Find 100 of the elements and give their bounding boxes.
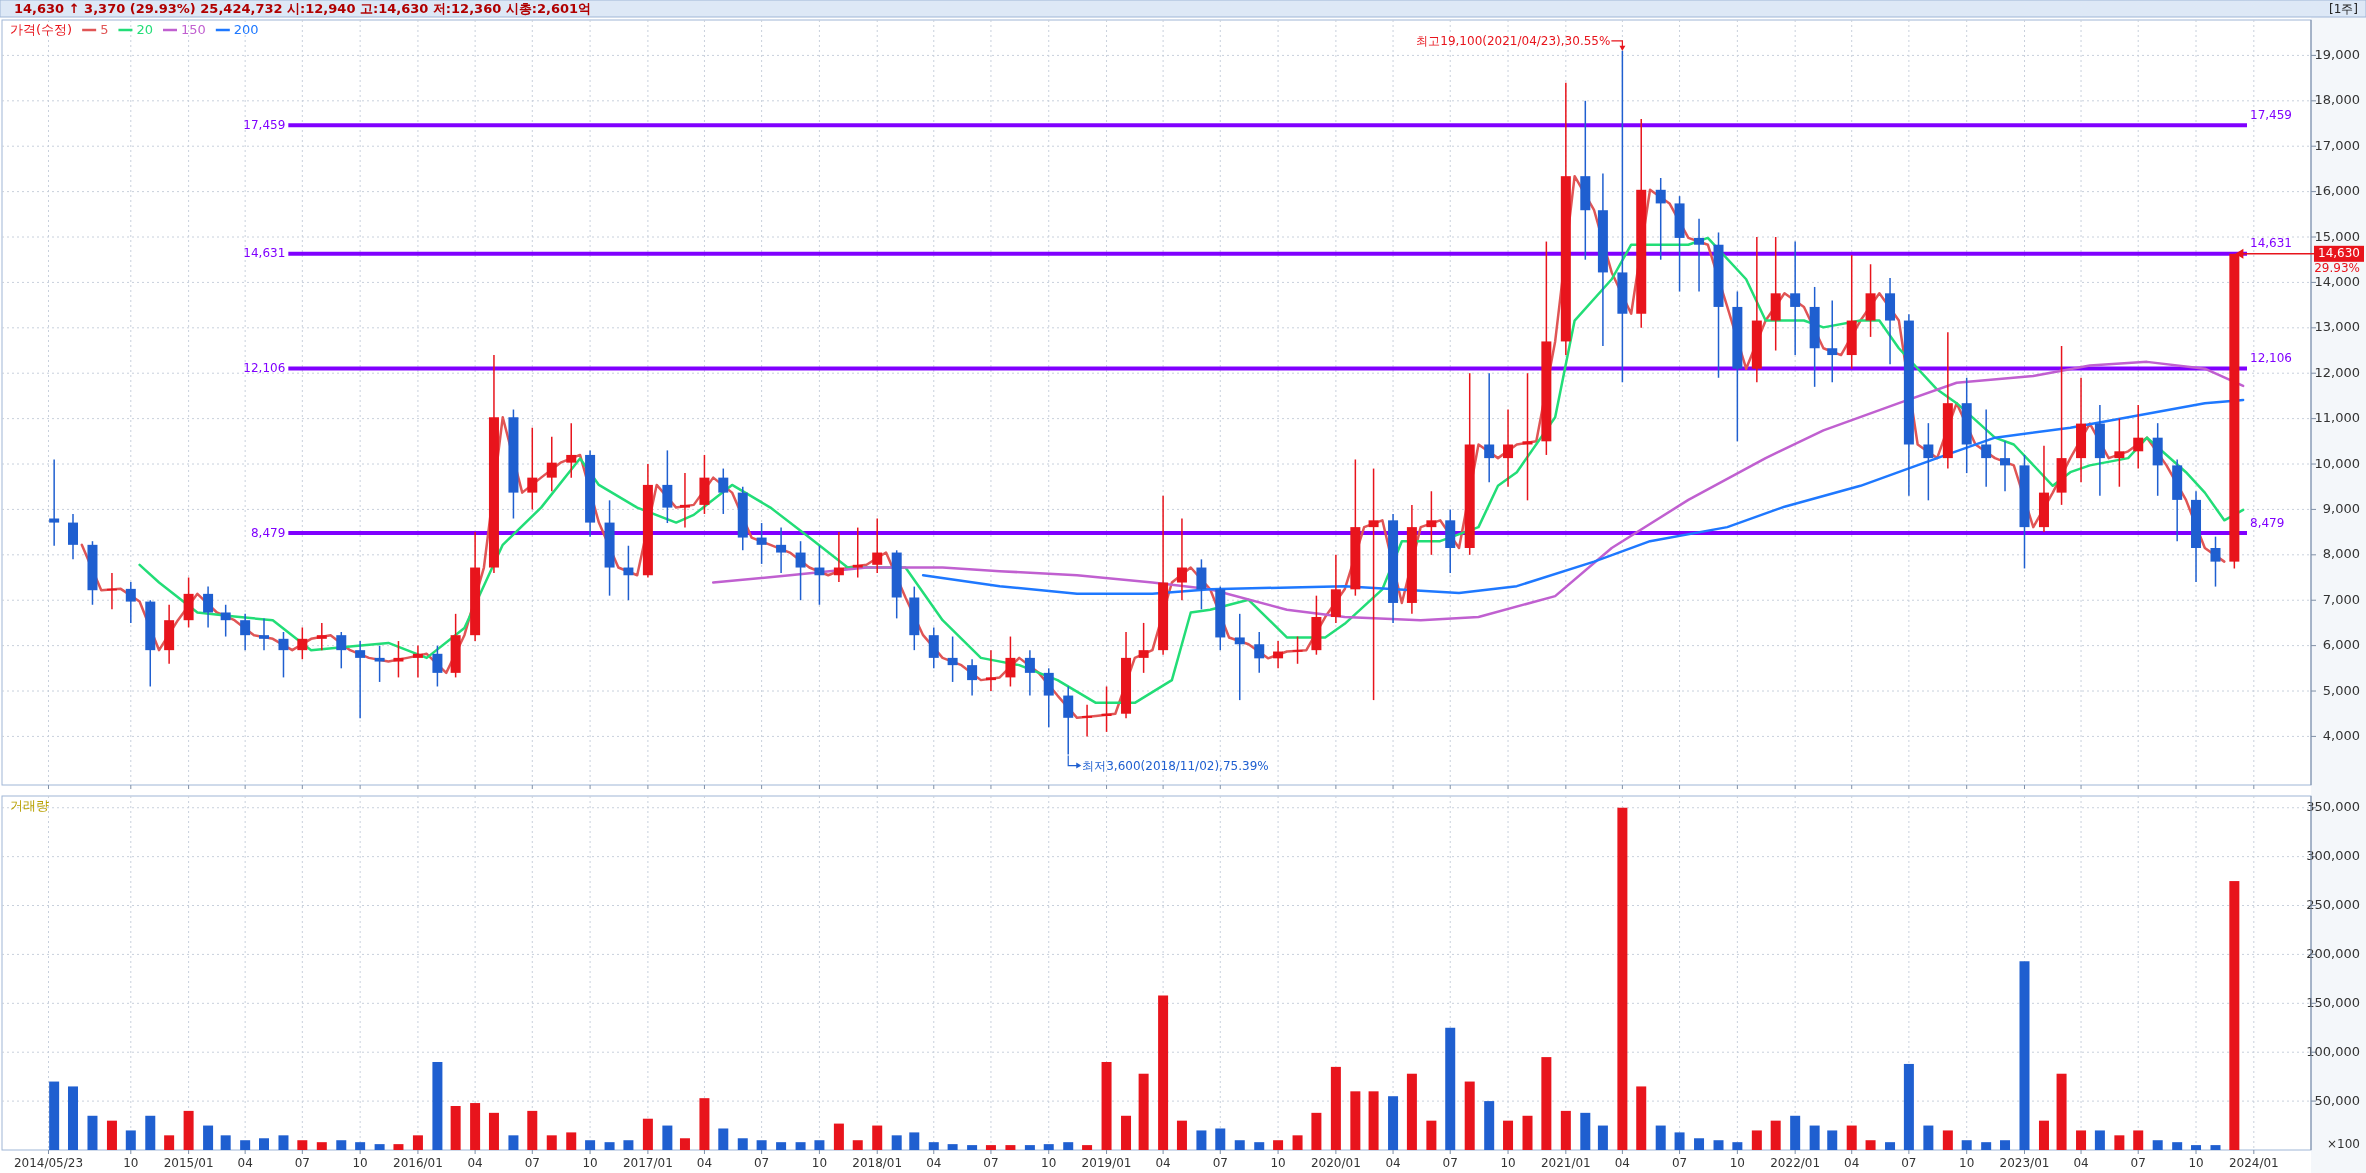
bar xyxy=(585,1140,596,1150)
bar xyxy=(106,1120,117,1150)
y-tick-label: 13,000 xyxy=(2314,319,2360,335)
candlestick xyxy=(1234,613,1245,701)
y-tick-label: 18,000 xyxy=(2314,92,2360,108)
bar xyxy=(891,1135,902,1150)
bar xyxy=(145,1115,156,1150)
bar xyxy=(947,1144,958,1150)
bar xyxy=(488,1112,499,1150)
bar xyxy=(2019,961,2030,1150)
x-tick-label: 04 xyxy=(1385,1156,1401,1170)
bar xyxy=(795,1142,806,1150)
bar xyxy=(316,1142,327,1150)
x-tick-label: 07 xyxy=(1901,1156,1917,1170)
bar xyxy=(776,1142,787,1150)
candlestick xyxy=(967,658,978,697)
y-tick-label: 150,000 xyxy=(2306,994,2360,1010)
bar xyxy=(220,1135,231,1150)
bar xyxy=(355,1142,366,1150)
x-tick-label: 2014/05/23 xyxy=(13,1156,84,1170)
candlestick xyxy=(795,540,806,601)
y-tick-label: 5,000 xyxy=(2322,682,2360,698)
x-tick-label: 04 xyxy=(467,1156,483,1170)
bar xyxy=(1981,1142,1992,1150)
candlestick xyxy=(259,617,269,651)
candlestick xyxy=(1176,517,1187,601)
candlestick xyxy=(985,649,996,692)
bar xyxy=(1196,1130,1207,1150)
x-tick-label: 2024/01 xyxy=(2228,1156,2279,1170)
x-tick-label: 2023/01 xyxy=(1999,1156,2050,1170)
candlestick xyxy=(928,626,939,670)
bar xyxy=(1101,1061,1112,1150)
bar xyxy=(1350,1091,1361,1150)
bar xyxy=(470,1103,481,1150)
bar xyxy=(814,1140,825,1150)
y-tick-label: 11,000 xyxy=(2314,410,2360,426)
candlestick xyxy=(393,640,404,679)
candlestick xyxy=(1790,240,1801,356)
x-tick-label: 2022/01 xyxy=(1770,1156,1821,1170)
y-tick-label: 16,000 xyxy=(2314,183,2360,199)
candlestick xyxy=(776,526,787,574)
bar xyxy=(1024,1145,1035,1150)
x-tick-label: 10 xyxy=(352,1156,368,1170)
bar xyxy=(1885,1142,1896,1150)
y-tick-label: 10,000 xyxy=(2314,455,2360,471)
candlestick xyxy=(1138,622,1149,674)
bar xyxy=(1580,1112,1591,1150)
bar xyxy=(1942,1130,1953,1150)
candlestick xyxy=(756,522,767,565)
candlestick xyxy=(1082,703,1093,738)
bar xyxy=(718,1128,729,1150)
bar xyxy=(756,1140,767,1150)
candlestick xyxy=(1923,422,1934,502)
bar xyxy=(2076,1130,2087,1150)
bar xyxy=(183,1110,194,1150)
bar xyxy=(566,1132,577,1150)
candlestick xyxy=(125,581,136,624)
bar xyxy=(928,1142,939,1150)
x-tick-label: 2015/01 xyxy=(163,1156,214,1170)
x-tick-label: 10 xyxy=(811,1156,828,1170)
candlestick xyxy=(623,544,634,601)
bar xyxy=(1923,1125,1934,1150)
bar xyxy=(2133,1130,2144,1150)
bar xyxy=(1770,1120,1781,1150)
bar xyxy=(2191,1145,2202,1150)
bar xyxy=(1560,1110,1571,1150)
bar xyxy=(1273,1140,1284,1150)
bar xyxy=(508,1135,519,1150)
candlestick xyxy=(662,449,673,524)
line-series xyxy=(711,360,2245,622)
x-tick-label: 10 xyxy=(1270,1156,1286,1170)
bar xyxy=(1215,1128,1226,1150)
candlestick xyxy=(1426,490,1437,556)
bar xyxy=(1636,1086,1647,1150)
y-tick-label: 300,000 xyxy=(2306,848,2360,864)
bar xyxy=(1426,1120,1437,1150)
bar xyxy=(833,1123,844,1150)
bar xyxy=(1063,1142,1074,1150)
bar xyxy=(1254,1142,1265,1150)
x-tick-label: 07 xyxy=(1212,1156,1228,1170)
candlestick xyxy=(1254,631,1265,674)
candlestick xyxy=(1292,635,1303,665)
x-tick-label: 07 xyxy=(294,1156,310,1170)
bar xyxy=(1522,1115,1533,1150)
bar xyxy=(374,1144,385,1150)
y-tick-label: 7,000 xyxy=(2322,591,2360,607)
y-tick-label: 350,000 xyxy=(2306,799,2360,815)
y-tick-label: 50,000 xyxy=(2314,1092,2360,1108)
chart-title: 14,630 ↑ 3,370 (29.93%) 25,424,732 시:12,940 고:14,630 저:12,360 시총:2,601억 xyxy=(14,1,592,16)
bar xyxy=(1809,1125,1820,1150)
bar xyxy=(1713,1140,1724,1150)
ref-line-label: 14,631 xyxy=(243,246,286,261)
x-tick-label: 04 xyxy=(237,1156,253,1170)
bar xyxy=(1790,1115,1801,1150)
x-tick-label: 04 xyxy=(1844,1156,1860,1170)
x-tick-label: 10 xyxy=(1959,1156,1975,1170)
candlestick xyxy=(240,613,251,651)
y-tick-label: 19,000 xyxy=(2314,46,2360,62)
bar xyxy=(2094,1130,2105,1150)
candlestick xyxy=(546,436,557,493)
